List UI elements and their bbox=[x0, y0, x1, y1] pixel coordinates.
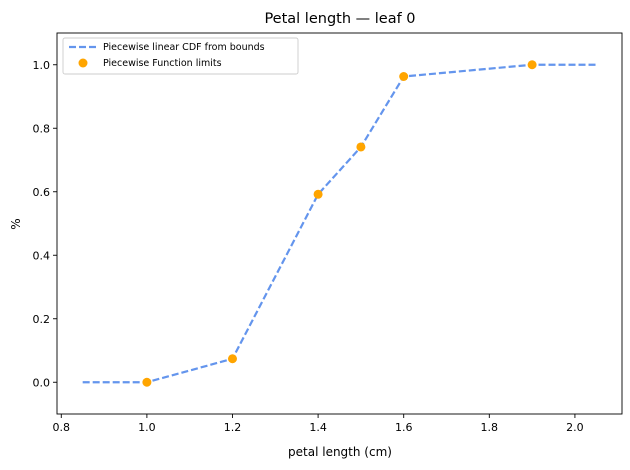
y-tick-label: 0.8 bbox=[33, 122, 51, 135]
plot-frame bbox=[56, 32, 623, 415]
legend-label-limits: Piecewise Function limits bbox=[103, 58, 222, 69]
y-tick-label: 0.0 bbox=[33, 376, 51, 389]
x-tick-label: 0.8 bbox=[53, 421, 71, 434]
legend-box bbox=[62, 37, 299, 75]
x-axis-label: petal length (cm) bbox=[288, 445, 392, 459]
x-tick-label: 1.6 bbox=[395, 421, 413, 434]
data-point-limit bbox=[527, 60, 537, 70]
y-axis-label: % bbox=[9, 218, 23, 229]
y-tick-label: 0.6 bbox=[33, 186, 51, 199]
y-tick-label: 0.4 bbox=[33, 249, 51, 262]
legend-label-cdf: Piecewise linear CDF from bounds bbox=[103, 42, 265, 53]
data-point-limit bbox=[399, 72, 409, 81]
plot-area bbox=[82, 60, 597, 387]
legend: Piecewise linear CDF from bounds Piecewi… bbox=[62, 37, 299, 75]
data-point-limit bbox=[142, 377, 152, 387]
x-tick-label: 1.0 bbox=[138, 421, 156, 434]
series-line-cdf bbox=[82, 63, 597, 384]
x-tick-label: 2.0 bbox=[566, 421, 584, 434]
y-tick-label: 1.0 bbox=[33, 59, 51, 72]
y-tick-label: 0.2 bbox=[33, 313, 51, 326]
y-axis: 0.0 0.2 0.4 0.6 0.8 1.0 bbox=[33, 59, 57, 389]
x-tick-label: 1.8 bbox=[481, 421, 499, 434]
x-axis: 0.8 1.0 1.2 1.4 1.6 1.8 2.0 bbox=[53, 414, 584, 434]
x-tick-label: 1.4 bbox=[309, 421, 327, 434]
x-tick-label: 1.2 bbox=[224, 421, 242, 434]
data-point-limit bbox=[313, 189, 323, 199]
chart-title: Petal length — leaf 0 bbox=[264, 11, 415, 27]
data-point-limit bbox=[356, 142, 366, 152]
data-point-limit bbox=[227, 354, 237, 364]
legend-swatch-limits bbox=[78, 58, 88, 68]
